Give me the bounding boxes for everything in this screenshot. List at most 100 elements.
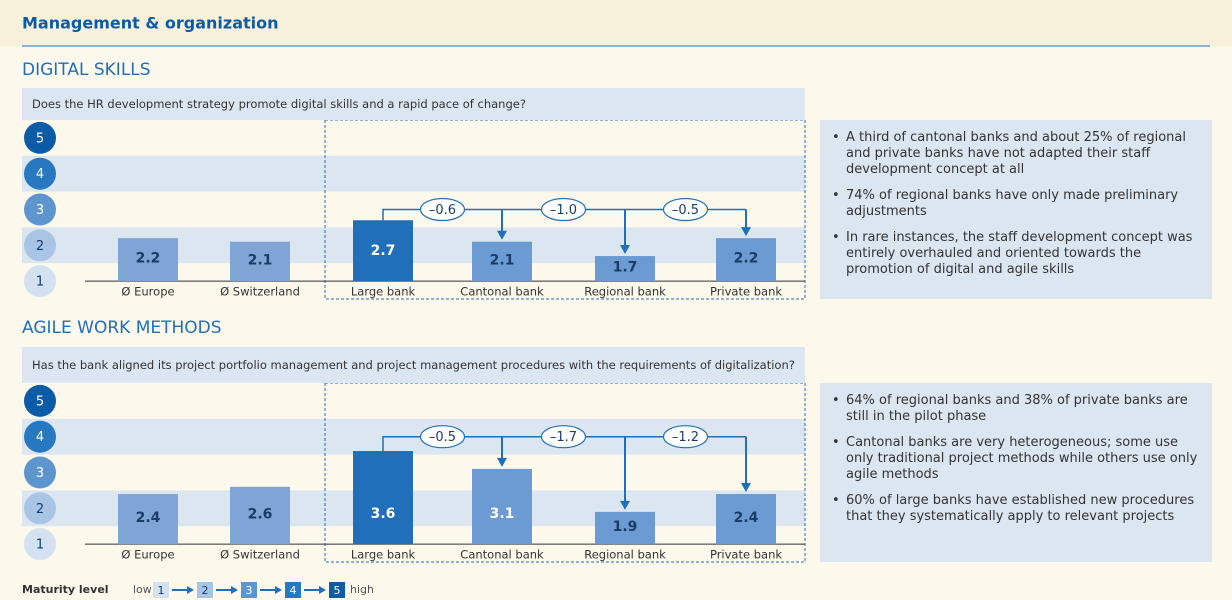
notes-panel: 64% of regional banks and 38% of private… <box>820 383 1212 562</box>
bar <box>353 451 413 545</box>
level-circle <box>24 157 56 190</box>
level-circle <box>24 384 56 417</box>
row-band <box>22 155 805 192</box>
level-circle <box>24 193 56 226</box>
difference-oval <box>662 197 709 222</box>
arrow-head <box>497 457 507 467</box>
difference-oval <box>540 197 587 222</box>
legend-level: 5 <box>334 584 341 597</box>
y-tick-label: 1 <box>36 275 44 290</box>
bar <box>595 511 655 545</box>
difference-oval <box>419 425 466 449</box>
level-circle <box>24 456 56 489</box>
level-circle <box>24 420 56 453</box>
x-tick-label: Ø Europe <box>121 285 174 299</box>
bar <box>716 238 776 282</box>
x-tick-label: Private bank <box>710 285 782 299</box>
value-label: 2.2 <box>136 251 161 267</box>
bar <box>595 256 655 282</box>
header-bar <box>0 0 1232 46</box>
level-circle <box>24 492 56 525</box>
difference-label: –0.6 <box>429 203 456 218</box>
legend-swatch <box>153 582 169 598</box>
notes-panel: A third of cantonal banks and about 25% … <box>820 120 1212 299</box>
x-tick-label: Large bank <box>351 548 416 562</box>
difference-label: –1.0 <box>550 203 577 218</box>
x-tick-label: Private bank <box>710 548 782 562</box>
bar <box>472 468 532 545</box>
x-tick-label: Ø Switzerland <box>220 548 300 562</box>
x-tick-label: Ø Europe <box>121 548 174 562</box>
difference-label: –1.7 <box>550 430 577 445</box>
legend-low: low <box>133 583 152 596</box>
section-title: DIGITAL SKILLS <box>22 60 151 80</box>
note: 60% of large banks have established new … <box>830 493 1198 525</box>
x-tick-label: Regional bank <box>584 285 666 299</box>
y-tick-label: 4 <box>36 430 44 445</box>
y-tick-label: 1 <box>36 538 44 553</box>
difference-label: –0.5 <box>672 203 699 218</box>
arrow-head <box>741 227 751 237</box>
value-label: 2.7 <box>371 243 396 259</box>
x-tick-label: Large bank <box>351 285 416 299</box>
bar <box>472 241 532 282</box>
difference-label: –1.2 <box>672 430 699 445</box>
value-label: 2.4 <box>136 510 161 526</box>
value-label: 1.9 <box>613 519 638 535</box>
value-label: 2.2 <box>734 251 759 267</box>
value-label: 3.1 <box>490 506 515 522</box>
legend-swatch <box>285 582 301 598</box>
value-label: 2.1 <box>248 252 273 268</box>
legend-level: 3 <box>246 584 253 597</box>
header-title: Management & organization <box>22 14 279 33</box>
y-tick-label: 4 <box>36 167 44 182</box>
value-label: 2.4 <box>734 510 759 526</box>
difference-oval <box>540 425 587 449</box>
y-tick-label: 5 <box>36 131 44 146</box>
note: A third of cantonal banks and about 25% … <box>830 130 1198 178</box>
level-circle <box>24 229 56 262</box>
y-tick-label: 3 <box>36 466 44 481</box>
note: Cantonal banks are very heterogeneous; s… <box>830 435 1198 483</box>
bar <box>230 241 290 282</box>
bar <box>230 486 290 545</box>
question: Does the HR development strategy promote… <box>22 88 805 120</box>
legend-arrow-head <box>275 586 282 594</box>
legend-level: 2 <box>202 584 209 597</box>
level-circle <box>24 121 56 154</box>
question: Has the bank aligned its project portfol… <box>22 347 805 383</box>
bar <box>118 238 178 282</box>
legend-high: high <box>350 583 374 596</box>
legend-level: 1 <box>158 584 165 597</box>
x-tick-label: Regional bank <box>584 548 666 562</box>
legend-level: 4 <box>290 584 297 597</box>
y-tick-label: 2 <box>36 239 44 254</box>
value-label: 2.6 <box>248 506 273 522</box>
value-label: 1.7 <box>613 260 638 276</box>
arrow-head <box>620 245 630 255</box>
difference-oval <box>662 425 709 449</box>
legend-swatch <box>329 582 345 598</box>
arrow-head <box>620 500 630 510</box>
arrow-head <box>741 482 751 492</box>
legend-arrow-head <box>231 586 238 594</box>
y-tick-label: 2 <box>36 502 44 517</box>
section-title: AGILE WORK METHODS <box>22 318 222 338</box>
difference-oval <box>419 197 466 222</box>
bar <box>353 220 413 282</box>
y-tick-label: 3 <box>36 203 44 218</box>
group-frame <box>324 119 806 300</box>
note: In rare instances, the staff development… <box>830 230 1198 278</box>
legend-title: Maturity level <box>22 583 109 596</box>
bar <box>716 493 776 545</box>
value-label: 2.1 <box>490 252 515 268</box>
difference-label: –0.5 <box>429 430 456 445</box>
legend-swatch <box>241 582 257 598</box>
bar <box>118 493 178 545</box>
legend-swatch <box>197 582 213 598</box>
x-tick-label: Ø Switzerland <box>220 285 300 299</box>
x-tick-label: Cantonal bank <box>460 548 544 562</box>
x-tick-label: Cantonal bank <box>460 285 544 299</box>
